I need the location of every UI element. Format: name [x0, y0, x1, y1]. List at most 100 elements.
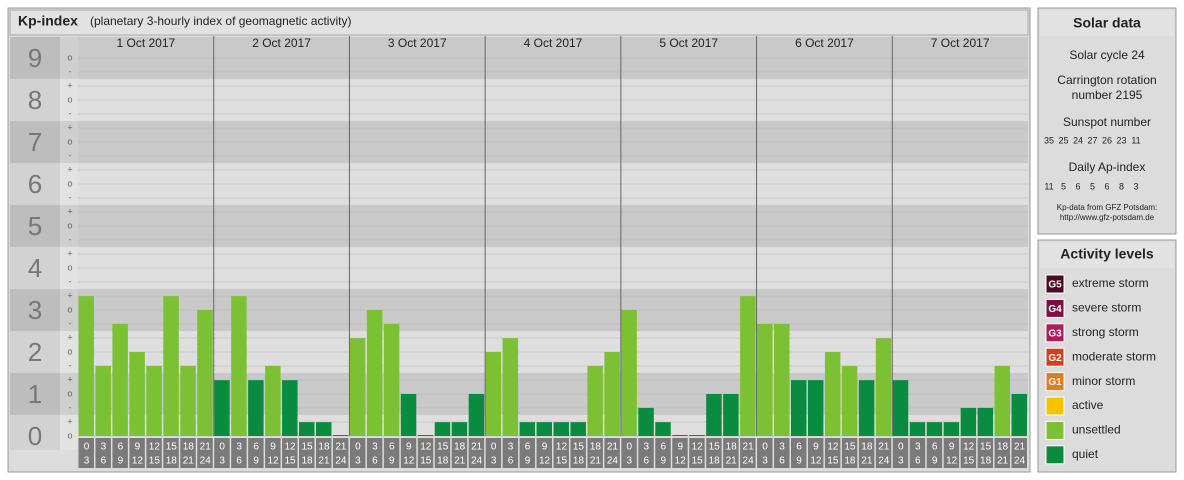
bar	[197, 310, 213, 436]
slot-label: 15	[963, 456, 975, 467]
slot-label: 3	[101, 442, 107, 453]
bar	[248, 380, 264, 436]
solar-title: Solar data	[1073, 15, 1141, 31]
minor-label: o	[67, 178, 72, 188]
slot-label: 21	[1014, 442, 1026, 453]
slot-label: 15	[420, 456, 432, 467]
bar	[672, 435, 688, 436]
sunspot-value: 25	[1058, 135, 1068, 145]
subtitle: (planetary 3-hourly index of geomagnetic…	[90, 14, 351, 28]
label-band	[10, 247, 60, 289]
slot-label: 9	[135, 442, 141, 453]
minor-label: o	[67, 388, 72, 398]
minor-label: +	[67, 122, 72, 132]
y-tick-label: 8	[28, 85, 42, 115]
slot-box	[672, 438, 688, 468]
minor-band	[60, 163, 78, 205]
slot-label: 15	[437, 442, 449, 453]
slot-box	[791, 438, 807, 468]
slot-label: 0	[898, 442, 904, 453]
slot-label: 15	[301, 442, 313, 453]
bar	[536, 422, 552, 436]
bar	[282, 380, 298, 436]
slot-box	[78, 438, 94, 468]
bar	[977, 407, 994, 436]
slot-label: 15	[149, 456, 161, 467]
minor-label: +	[67, 206, 72, 216]
slot-label: 12	[556, 442, 568, 453]
slot-box	[197, 438, 213, 468]
slot-label: 6	[932, 442, 938, 453]
slot-label: 6	[779, 456, 785, 467]
slot-label: 3	[372, 442, 378, 453]
slot-label: 12	[420, 442, 432, 453]
y-tick-label: 7	[28, 127, 42, 157]
minor-label: o	[67, 52, 72, 62]
minor-label: o	[67, 136, 72, 146]
label-band	[10, 289, 60, 331]
slot-box	[129, 438, 145, 468]
slot-label: 15	[573, 442, 585, 453]
bar	[841, 365, 858, 436]
slot-box	[519, 438, 536, 468]
sunspot-value: 26	[1102, 135, 1112, 145]
minor-band	[60, 79, 78, 121]
slot-label: 12	[692, 442, 704, 453]
slot-label: 3	[762, 456, 768, 467]
slot-box	[757, 438, 773, 468]
slot-label: 12	[284, 442, 296, 453]
bar	[214, 380, 230, 436]
bar	[740, 296, 756, 436]
slot-label: 9	[525, 456, 531, 467]
minor-band	[60, 373, 78, 415]
ap-value: 8	[1119, 181, 1124, 191]
source: http://www.gfz-potsdam.de	[1060, 213, 1155, 222]
bar	[383, 323, 400, 436]
slot-label: 9	[406, 442, 412, 453]
slot-box	[689, 438, 705, 468]
slot-label: 18	[997, 442, 1009, 453]
label-band	[10, 331, 60, 373]
slot-box	[587, 438, 603, 468]
slot-box	[723, 438, 739, 468]
slot-label: 3	[779, 442, 785, 453]
slot-label: 3	[644, 442, 650, 453]
slot-label: 18	[437, 456, 449, 467]
minor-label: o	[67, 346, 72, 356]
day-label: 1 Oct 2017	[116, 36, 175, 50]
activity-title: Activity levels	[1060, 246, 1154, 262]
slot-label: 0	[627, 442, 633, 453]
slot-label: 12	[675, 456, 687, 467]
slot-box	[248, 438, 264, 468]
ap-value: 6	[1075, 181, 1080, 191]
bar	[129, 352, 145, 436]
bar	[791, 380, 807, 436]
bar	[468, 394, 485, 436]
slot-box	[316, 438, 332, 468]
bar	[960, 407, 977, 436]
slot-label: 21	[590, 456, 602, 467]
slot-box	[994, 438, 1011, 468]
bar	[316, 422, 332, 436]
slot-box	[824, 438, 841, 468]
label-band	[10, 163, 60, 205]
slot-label: 21	[200, 442, 212, 453]
ap-value: 11	[1044, 181, 1053, 191]
solar-cycle: Solar cycle 24	[1069, 48, 1145, 62]
slot-box	[960, 438, 977, 468]
slot-label: 6	[389, 442, 395, 453]
bar	[926, 422, 943, 436]
slot-label: 0	[762, 442, 768, 453]
bar	[146, 365, 162, 436]
y-tick-label: 0	[28, 421, 42, 451]
slot-label: 21	[454, 456, 466, 467]
slot-label: 6	[525, 442, 531, 453]
slot-box	[807, 438, 824, 468]
slot-box	[400, 438, 417, 468]
slot-box	[655, 438, 671, 468]
slot-label: 3	[915, 442, 921, 453]
slot-box	[434, 438, 451, 468]
minor-band	[60, 331, 78, 373]
minor-label: +	[67, 416, 72, 426]
bar	[723, 394, 739, 436]
